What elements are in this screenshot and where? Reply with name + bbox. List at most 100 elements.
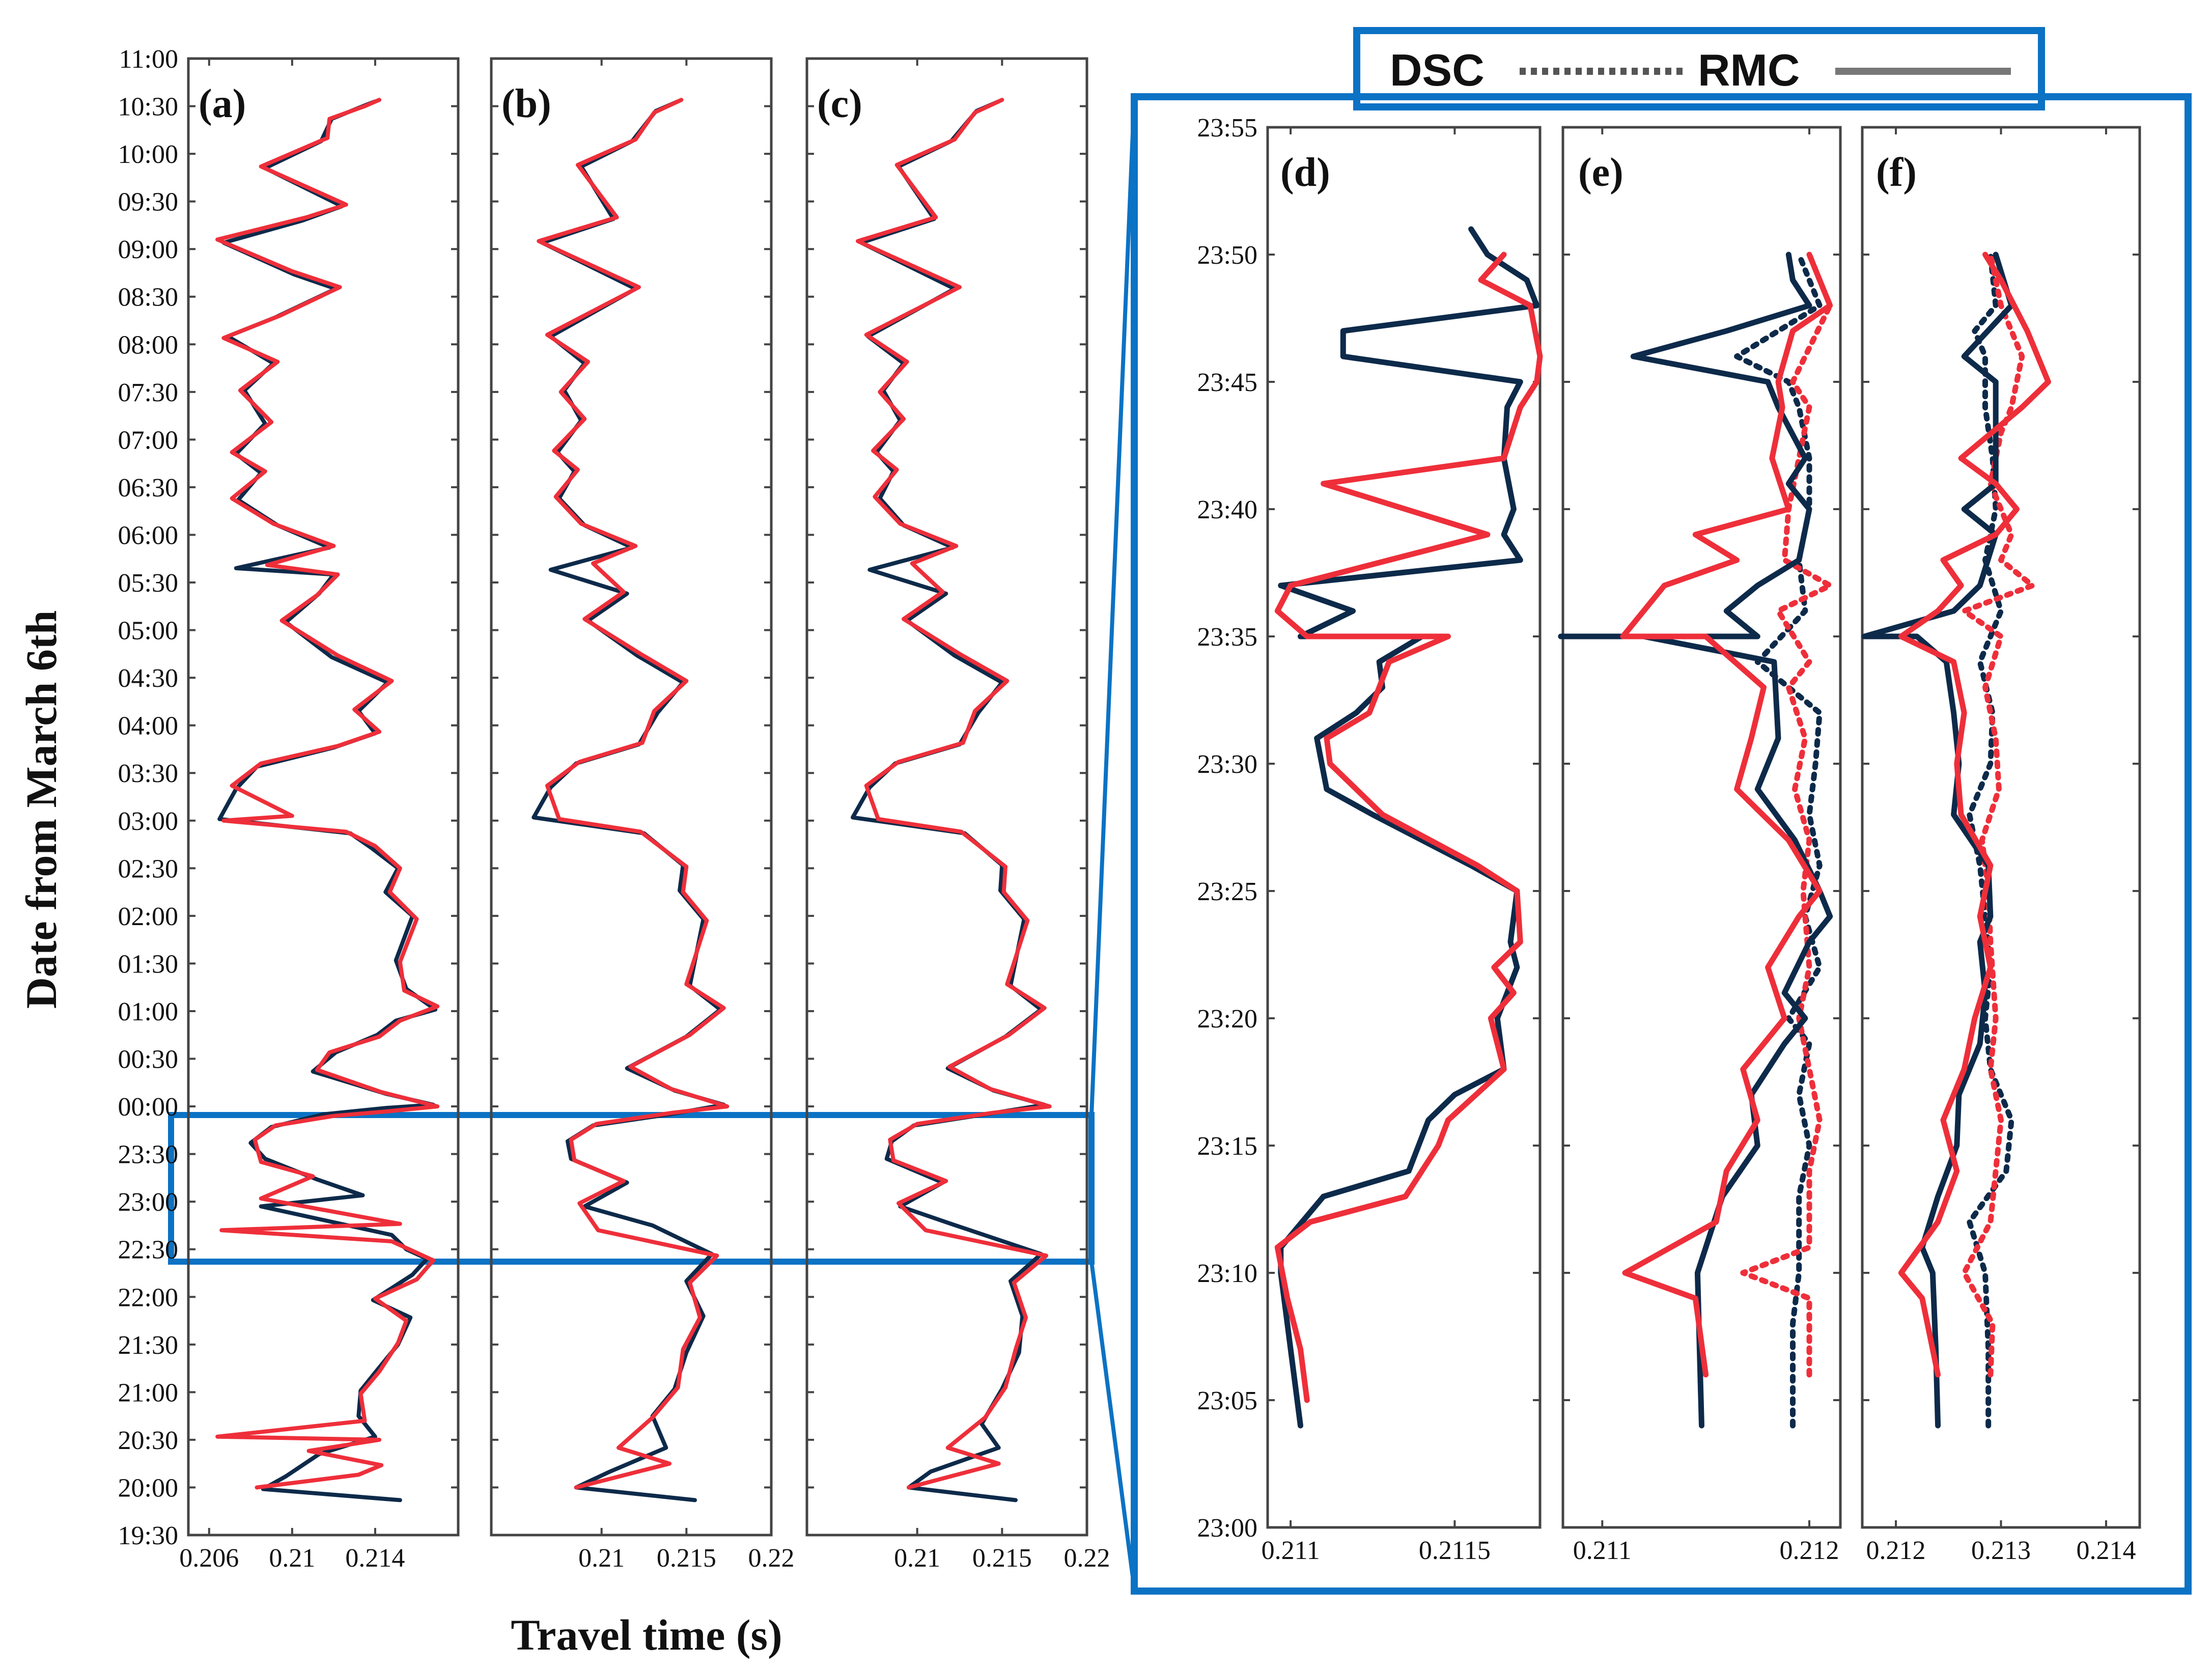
xtick-label: 0.215: [657, 1544, 716, 1573]
ytick-label: 23:15: [1197, 1132, 1257, 1161]
xtick-label: 0.211: [1573, 1536, 1632, 1565]
panel-b-frame: [490, 57, 773, 1537]
panel-f-label: (f): [1876, 150, 1917, 195]
ytick-label: 00:00: [118, 1093, 178, 1122]
ytick-label: 23:35: [1197, 623, 1257, 652]
ytick-label: 23:50: [1197, 241, 1257, 270]
series-line-e: [1620, 252, 1833, 1378]
zoom-frame: [1131, 93, 2192, 1595]
ytick-label: 01:00: [118, 997, 178, 1026]
x-axis-title: Travel time (s): [511, 1610, 782, 1659]
ytick-label: 23:00: [118, 1188, 178, 1217]
series-line-a: [217, 99, 438, 1502]
xtick-label: 0.2115: [1419, 1536, 1491, 1565]
ytick-label: 20:00: [118, 1473, 178, 1502]
xtick-label: 0.22: [748, 1544, 795, 1573]
ytick-label: 06:00: [118, 521, 178, 550]
xtick-label: 0.21: [578, 1544, 625, 1573]
panel-c: (c): [805, 57, 1088, 1537]
ytick-label: 02:00: [118, 902, 178, 931]
ytick-label: 19:30: [118, 1521, 178, 1550]
ytick-label: 05:30: [118, 569, 178, 598]
ytick-label: 23:30: [1197, 750, 1257, 779]
series-line-a: [215, 98, 440, 1490]
ytick-label: 04:00: [118, 712, 178, 741]
series-line-d: [1278, 226, 1540, 1429]
ytick-label: 04:30: [118, 664, 178, 693]
ytick-label: 21:30: [118, 1331, 178, 1360]
xtick-label: 0.212: [1866, 1536, 1926, 1565]
zoom-connector-bottom: [1089, 1261, 1136, 1589]
ytick-label: 01:30: [118, 950, 178, 979]
ytick-label: 23:00: [1197, 1514, 1257, 1543]
series-line-f: [1898, 252, 2051, 1378]
panel-d-label: (d): [1280, 150, 1330, 195]
ticks-layer: 19:30 20:00 20:30 21:00 21:30 22:00 22:30 23:00…: [118, 45, 2140, 1573]
ytick-label: 20:30: [118, 1426, 178, 1455]
ytick-label: 23:25: [1197, 877, 1257, 906]
ytick-label: 22:30: [118, 1236, 178, 1265]
ytick-label: 23:20: [1197, 1005, 1257, 1034]
xtick-label: 0.21: [894, 1544, 940, 1573]
ytick-label: 23:40: [1197, 495, 1257, 524]
panel-e-label: (e): [1578, 150, 1623, 195]
panel-f: (f): [1861, 126, 2141, 1529]
ytick-label: 23:30: [118, 1140, 178, 1169]
ytick-label: 23:10: [1197, 1259, 1257, 1288]
ytick-label: 07:00: [118, 426, 178, 455]
panel-f-frame: [1861, 126, 2141, 1529]
xtick-label: 0.21: [269, 1544, 315, 1573]
panel-e-frame: [1561, 126, 1842, 1529]
zoom-highlight-box: [168, 1112, 1095, 1265]
xtick-label: 0.211: [1262, 1536, 1320, 1565]
xtick-label: 0.214: [345, 1544, 405, 1573]
legend-label-dsc: DSC: [1390, 45, 1485, 95]
ytick-label: 06:30: [118, 474, 178, 503]
ytick-label: 22:00: [118, 1283, 178, 1312]
zoom-connector-top: [1089, 96, 1136, 1116]
panel-b: (b): [490, 57, 773, 1537]
panel-a-label: (a): [199, 81, 246, 126]
series-line-f: [1967, 252, 2014, 1429]
ytick-label: 00:30: [118, 1045, 178, 1074]
ytick-label: 23:55: [1197, 114, 1257, 143]
series-layer: [215, 98, 2051, 1502]
panel-d: (d): [1266, 126, 1542, 1529]
xtick-label: 0.22: [1064, 1544, 1110, 1573]
ytick-label: 08:00: [118, 330, 178, 359]
ytick-label: 23:45: [1197, 368, 1257, 397]
ytick-label: 11:00: [119, 45, 178, 74]
ytick-label: 23:05: [1197, 1386, 1257, 1415]
series-line-e: [1734, 252, 1823, 1429]
panel-c-label: (c): [817, 81, 862, 126]
panel-c-frame: [805, 57, 1088, 1537]
ytick-label: 03:00: [118, 807, 178, 836]
panel-e: (e): [1561, 126, 1842, 1529]
xtick-label: 0.206: [179, 1544, 239, 1573]
ytick-label: 10:30: [118, 93, 178, 122]
xtick-label: 0.213: [1971, 1536, 2031, 1565]
ytick-label: 09:00: [118, 235, 178, 264]
series-line-b: [537, 98, 730, 1490]
panel-d-frame: [1266, 126, 1542, 1529]
series-line-f: [1961, 252, 2035, 1378]
xtick-label: 0.212: [1779, 1536, 1839, 1565]
ytick-label: 08:30: [118, 283, 178, 312]
ytick-label: 07:30: [118, 378, 178, 407]
series-line-f: [1861, 252, 2014, 1429]
y-axis-title: Date from March 6th: [17, 610, 66, 1009]
ytick-label: 21:00: [118, 1378, 178, 1407]
xtick-label: 0.215: [972, 1544, 1032, 1573]
legend-label-rmc: RMC: [1698, 45, 1800, 95]
panel-a: (a): [187, 57, 460, 1537]
ytick-label: 02:30: [118, 854, 178, 883]
ytick-label: 05:00: [118, 617, 178, 646]
series-line-c: [856, 98, 1052, 1490]
xtick-label: 0.214: [2076, 1536, 2136, 1565]
ytick-label: 09:30: [118, 188, 178, 217]
ytick-label: 03:30: [118, 759, 178, 788]
panel-a-frame: [187, 57, 460, 1537]
panel-b-label: (b): [501, 81, 551, 126]
series-line-e: [1558, 252, 1833, 1429]
